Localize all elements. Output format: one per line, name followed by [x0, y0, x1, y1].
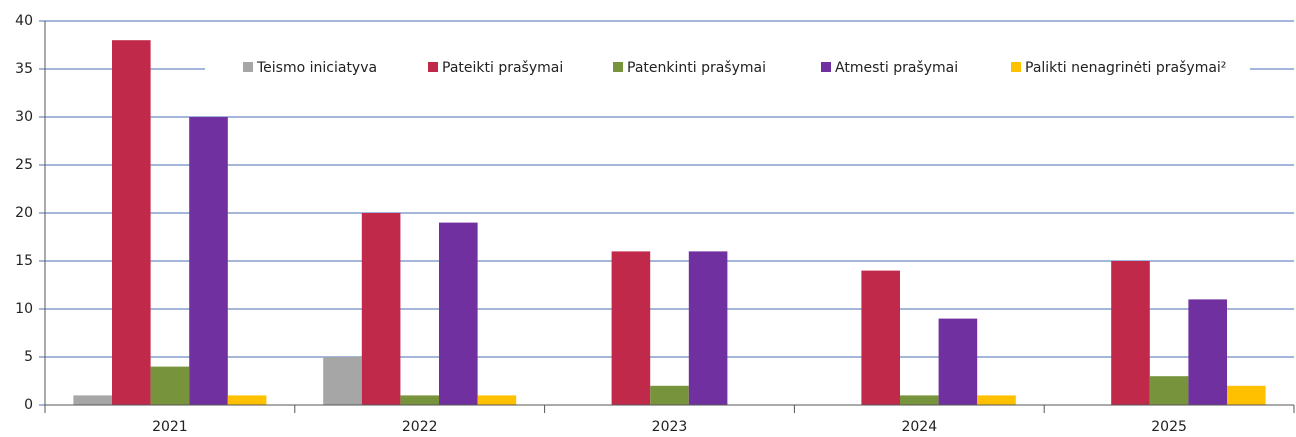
- bar: [1227, 385, 1266, 405]
- legend-box: [205, 55, 1250, 81]
- y-tick-label: 20: [15, 205, 33, 221]
- bar: [688, 251, 728, 405]
- bar: [227, 395, 267, 405]
- bar: [861, 270, 900, 405]
- bar: [400, 395, 439, 405]
- bar: [611, 251, 651, 405]
- bar: [900, 395, 939, 405]
- y-tick-label: 40: [15, 13, 33, 29]
- y-tick-label: 0: [24, 397, 33, 413]
- legend-label: Palikti nenagrinėti prašymai²: [1025, 60, 1226, 76]
- bar: [361, 213, 401, 405]
- y-tick-label: 35: [15, 61, 33, 77]
- bar: [977, 395, 1016, 405]
- bar: [189, 117, 228, 405]
- legend-swatch: [1011, 62, 1021, 72]
- y-tick-label: 30: [15, 109, 33, 125]
- bar: [1149, 376, 1189, 405]
- legend-label: Atmesti prašymai: [835, 60, 958, 76]
- legend-swatch: [821, 62, 831, 72]
- legend-swatch: [243, 62, 253, 72]
- bar: [1188, 299, 1227, 405]
- x-tick-label: 2023: [652, 419, 688, 435]
- legend-label: Teismo iniciatyva: [256, 60, 377, 76]
- bar: [650, 385, 689, 405]
- y-tick-label: 15: [15, 253, 33, 269]
- y-tick-label: 10: [15, 301, 33, 317]
- x-tick-label: 2024: [901, 419, 937, 435]
- y-tick-label: 25: [15, 157, 33, 173]
- legend-label: Patenkinti prašymai: [627, 60, 766, 76]
- bar: [150, 366, 190, 405]
- bar: [938, 318, 978, 405]
- legend-swatch: [613, 62, 623, 72]
- legend-swatch: [428, 62, 438, 72]
- y-tick-label: 5: [24, 349, 33, 365]
- legend-label: Pateikti prašymai: [442, 60, 563, 76]
- bar: [1111, 261, 1150, 405]
- bar: [112, 40, 151, 405]
- bar: [477, 395, 517, 405]
- bar: [73, 395, 112, 405]
- bar: [323, 357, 362, 405]
- x-tick-label: 2022: [402, 419, 438, 435]
- x-tick-label: 2021: [152, 419, 188, 435]
- bar: [439, 222, 478, 405]
- x-tick-label: 2025: [1151, 419, 1187, 435]
